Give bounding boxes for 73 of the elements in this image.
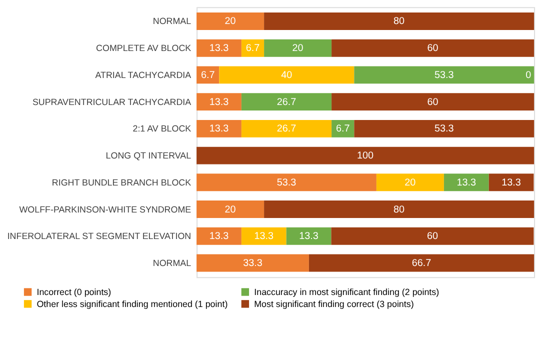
bar: [241, 227, 286, 245]
legend-label: Incorrect (0 points): [36, 286, 112, 297]
bar: [196, 12, 264, 30]
bar: [264, 200, 534, 218]
y-tick-label: SUPRAVENTRICULAR TACHYCARDIA: [32, 96, 192, 107]
data-label: 13.3: [456, 177, 477, 188]
data-label: 26.7: [276, 124, 297, 135]
data-label: 6.7: [246, 43, 260, 54]
data-label: 13.3: [209, 124, 230, 135]
data-label: 80: [394, 204, 406, 216]
bar: [354, 66, 534, 84]
data-label: 100: [357, 150, 374, 162]
data-label: 53.3: [434, 124, 454, 135]
data-label: 13.3: [254, 231, 274, 242]
data-label: 40: [281, 70, 293, 81]
data-label: 20: [404, 177, 416, 188]
data-label: 20: [292, 43, 304, 54]
y-tick-label: INFEROLATERAL ST SEGMENT ELEVATION: [7, 231, 192, 242]
data-label: 60: [427, 96, 439, 108]
data-label: 60: [427, 43, 439, 54]
legend-label: Most significant finding correct (3 points): [254, 298, 414, 309]
data-label: 33.3: [243, 258, 263, 269]
bar: [286, 227, 332, 245]
bar: [196, 93, 242, 111]
bar: [308, 254, 534, 272]
bar: [241, 120, 332, 138]
data-label: 20: [224, 16, 236, 28]
legend-label: Other less significant finding mentioned (1 point): [36, 298, 228, 309]
data-label: 80: [394, 16, 406, 28]
data-label: 13.3: [209, 43, 230, 54]
y-tick-label: LONG QT INTERVAL: [106, 150, 192, 161]
bar: [264, 39, 332, 57]
data-label: 20: [224, 204, 236, 216]
data-label: 60: [426, 231, 438, 242]
data-label: 26.7: [276, 96, 297, 108]
data-label: 6.7: [336, 124, 350, 135]
y-tick-label: 2:1 AV BLOCK: [132, 124, 192, 134]
data-label: 53.3: [434, 70, 454, 81]
data-label: 66.7: [412, 258, 432, 269]
bar: [241, 39, 264, 57]
data-label: 13.3: [502, 177, 522, 188]
data-label: 13.3: [209, 231, 230, 242]
bar: [241, 93, 332, 111]
bar: [444, 174, 489, 192]
bar: [331, 227, 534, 245]
bar: [332, 120, 354, 138]
bar: [196, 66, 220, 84]
data-label: 53.3: [276, 177, 297, 188]
bar: [196, 174, 376, 192]
bar: [196, 146, 534, 164]
y-tick-label: COMPLETE AV BLOCK: [96, 43, 192, 54]
bar: [332, 93, 534, 111]
legend-label: Inaccuracy in most significant finding (2 points): [254, 286, 440, 297]
bar: [264, 12, 534, 30]
bar: [196, 254, 309, 272]
y-tick-label: NORMAL: [152, 258, 192, 268]
data-label: 13.3: [209, 96, 230, 108]
bar: [196, 120, 242, 138]
y-tick-label: NORMAL: [152, 16, 192, 26]
y-tick-label: ATRIAL TACHYCARDIA: [95, 70, 192, 80]
bar: [196, 39, 242, 57]
bar: [354, 120, 534, 138]
bar: [488, 174, 534, 192]
y-tick-label: WOLFF-PARKINSON-WHITE SYNDROME: [19, 204, 192, 214]
y-tick-label: RIGHT BUNDLE BRANCH BLOCK: [52, 177, 192, 188]
bar: [196, 200, 264, 218]
data-label: 6.7: [200, 70, 216, 81]
bar: [376, 174, 444, 192]
data-label: 13.3: [299, 231, 319, 242]
bar: [196, 227, 242, 245]
data-label: 0: [526, 70, 532, 81]
bar: [332, 39, 534, 57]
bar: [219, 66, 354, 84]
